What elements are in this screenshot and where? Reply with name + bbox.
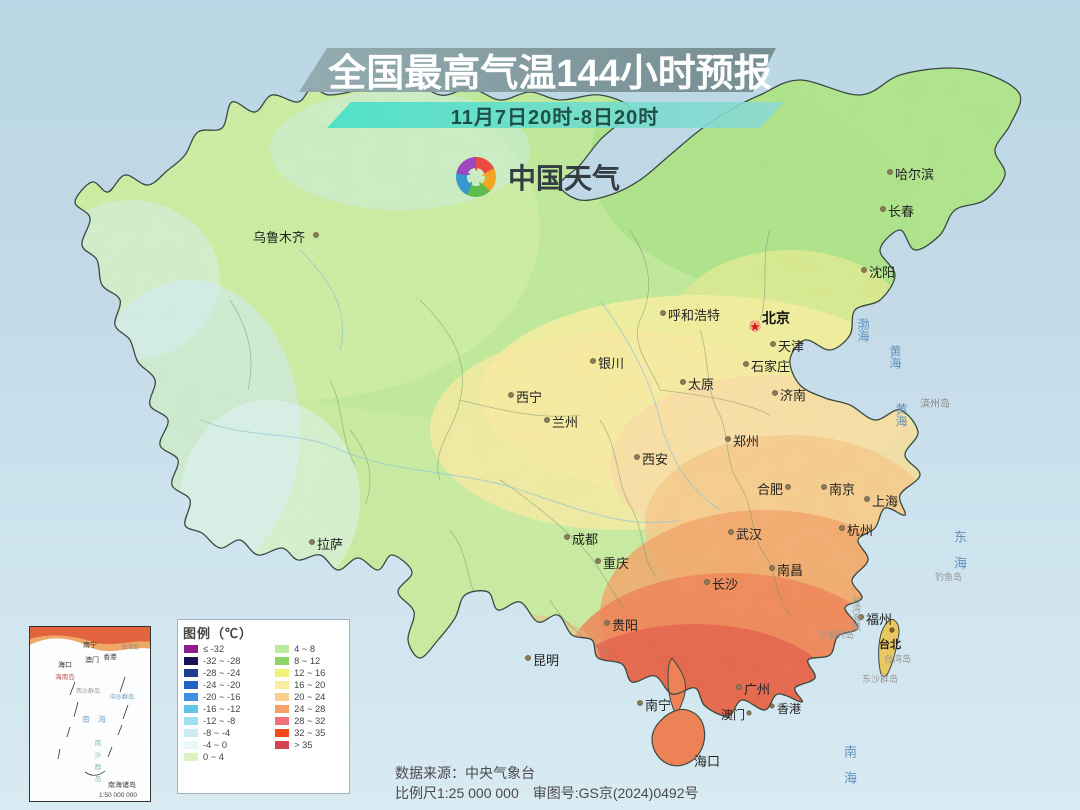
svg-text:海口: 海口	[58, 660, 72, 669]
svg-text:中沙群岛: 中沙群岛	[110, 693, 134, 701]
svg-text:沙: 沙	[95, 752, 102, 759]
svg-text:南: 南	[95, 738, 102, 747]
svg-text:香港: 香港	[104, 652, 118, 661]
svg-text:西沙群岛: 西沙群岛	[76, 687, 100, 695]
svg-text:南海诸岛: 南海诸岛	[108, 780, 136, 789]
svg-text:群: 群	[95, 762, 102, 771]
svg-text:1:50 000 000: 1:50 000 000	[99, 792, 137, 799]
svg-text:南 海: 南 海	[82, 714, 106, 724]
svg-text:海南岛: 海南岛	[55, 672, 75, 681]
svg-text:南宁: 南宁	[83, 640, 97, 649]
svg-text:澳门: 澳门	[85, 655, 99, 664]
svg-text:台湾岛: 台湾岛	[121, 643, 139, 651]
